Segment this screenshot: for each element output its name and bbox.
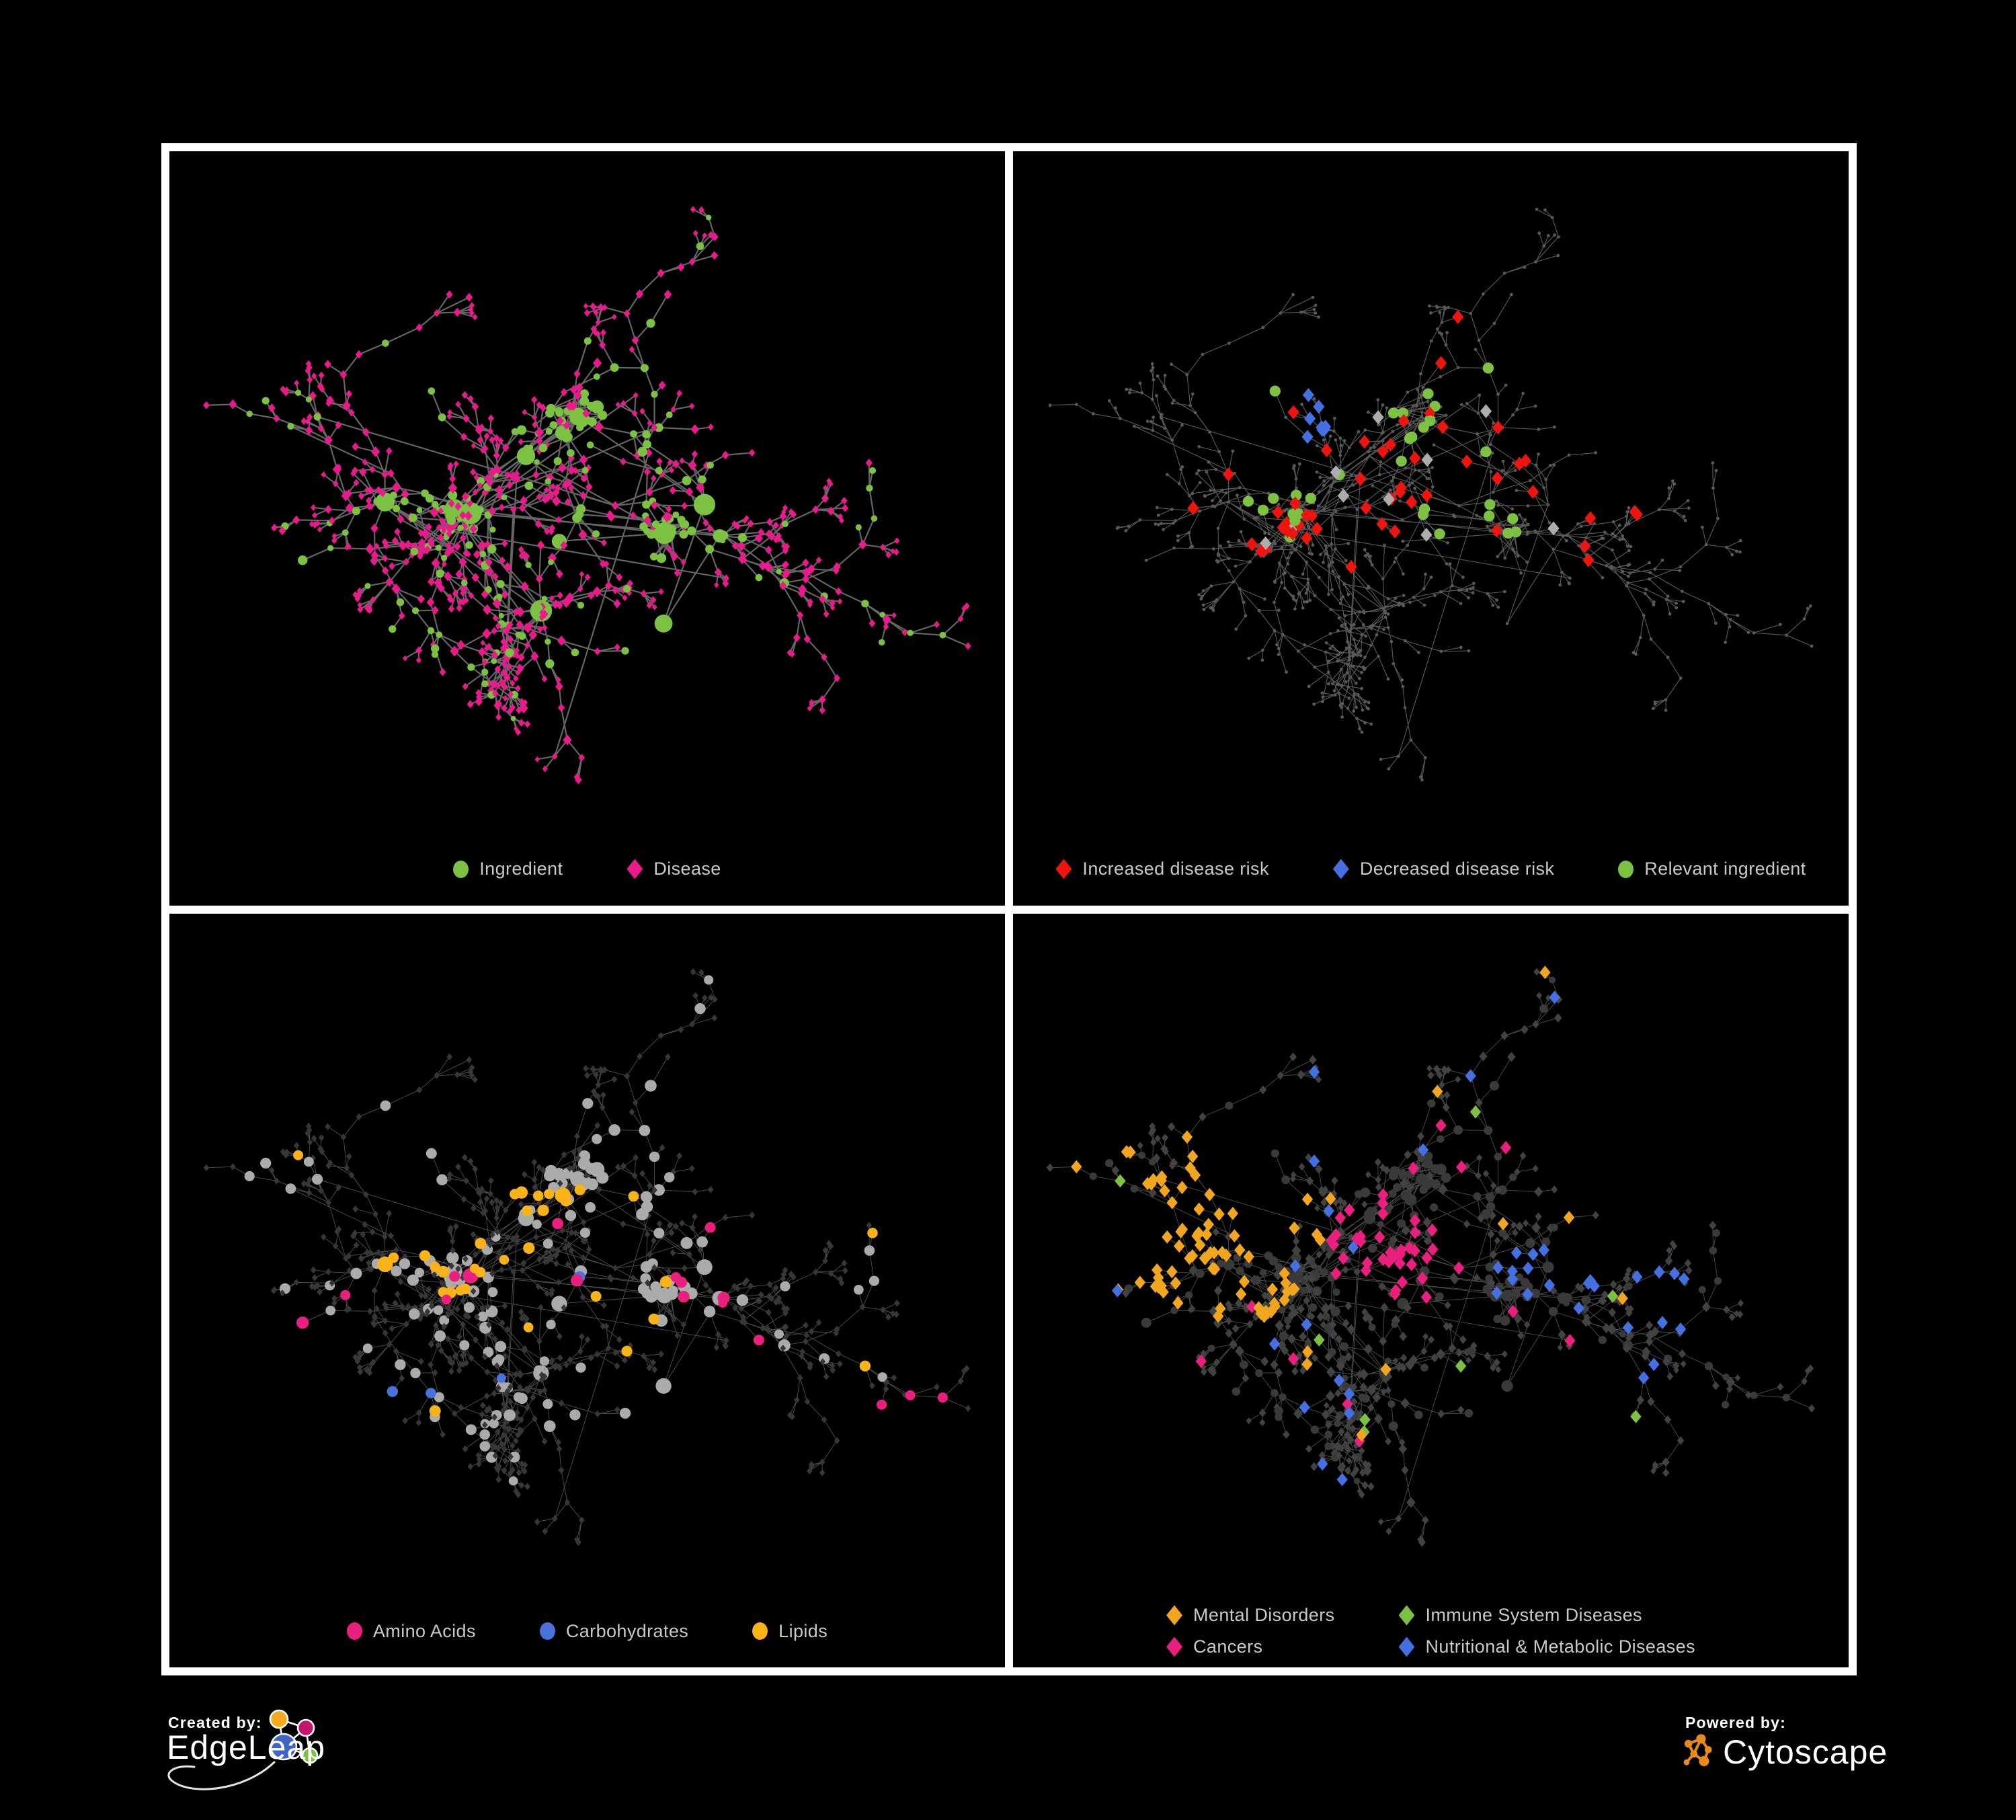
created-by-label: Created by: <box>168 1714 262 1731</box>
diamond-marker-icon <box>1332 859 1349 879</box>
legend-label: Disease <box>653 859 721 879</box>
legend-nutrient-classes: Amino Acids Carbohydrates Lipids <box>169 1600 1005 1667</box>
legend-ingredient-disease: Ingredient Disease <box>169 838 1005 906</box>
legend-item: Relevant ingredient <box>1618 859 1806 879</box>
legend-label: Nutritional & Metabolic Diseases <box>1425 1636 1695 1657</box>
legend-item: Amino Acids <box>346 1620 476 1642</box>
legend-item: Mental Disorders <box>1166 1605 1334 1626</box>
circle-marker-icon <box>346 1622 362 1640</box>
diamond-marker-icon <box>1055 859 1072 879</box>
edgeleap-branding: Created by: EdgeLeap <box>161 1708 477 1813</box>
edgeleap-node-green <box>301 1747 319 1764</box>
panel-nutrient-classes: Amino Acids Carbohydrates Lipids <box>169 913 1005 1667</box>
legend-item: Disease <box>627 859 721 879</box>
legend-label: Increased disease risk <box>1082 859 1269 879</box>
edgeleap-node-blue <box>270 1733 298 1761</box>
circle-marker-icon <box>752 1622 768 1640</box>
legend-disease-classes: Mental Disorders Immune System Diseases Ca… <box>1013 1600 1849 1667</box>
edgeleap-wordmark: EdgeLeap <box>167 1729 326 1766</box>
legend-item: Carbohydrates <box>539 1620 689 1642</box>
circle-marker-icon <box>1618 860 1634 878</box>
legend-disease-risk: Increased disease risk Decreased disease … <box>1013 838 1849 906</box>
network-disease-risk <box>1048 208 1814 782</box>
legend-item: Cancers <box>1166 1636 1334 1657</box>
legend-label: Cancers <box>1193 1636 1263 1657</box>
diamond-marker-icon <box>1166 1605 1183 1626</box>
diamond-marker-icon <box>1166 1636 1183 1657</box>
diamond-marker-icon <box>1398 1605 1415 1626</box>
legend-label: Ingredient <box>479 859 563 879</box>
legend-label: Amino Acids <box>372 1620 476 1641</box>
circle-marker-icon <box>539 1622 555 1640</box>
diamond-marker-icon <box>1398 1636 1415 1657</box>
legend-label: Mental Disorders <box>1193 1605 1335 1625</box>
cytoscape-logo-icon <box>1683 1734 1712 1766</box>
legend-item: Nutritional & Metabolic Diseases <box>1398 1636 1695 1657</box>
panel-disease-risk: Increased disease risk Decreased disease … <box>1013 151 1849 906</box>
legend-item: Immune System Diseases <box>1398 1605 1695 1626</box>
legend-label: Relevant ingredient <box>1644 859 1806 879</box>
panel-disease-classes: Mental Disorders Immune System Diseases Ca… <box>1013 913 1849 1667</box>
circle-marker-icon <box>453 860 469 878</box>
edgeleap-node-magenta <box>296 1718 315 1737</box>
legend-item: Increased disease risk <box>1055 859 1268 879</box>
network-disease-classes <box>1046 965 1816 1547</box>
cytoscape-branding: Powered by: <box>1676 1708 1904 1803</box>
legend-item: Lipids <box>752 1621 828 1642</box>
edgeleap-logo-icon <box>167 1709 319 1790</box>
legend-label: Immune System Diseases <box>1425 1605 1642 1625</box>
panel-ingredient-disease: Ingredient Disease <box>169 151 1005 906</box>
network-ingredient-disease <box>203 206 971 785</box>
legend-label: Lipids <box>778 1620 828 1641</box>
legend-label: Decreased disease risk <box>1359 859 1555 879</box>
panels-grid: Ingredient Disease Increased disease risk… <box>161 143 1857 1675</box>
powered-by-label: Powered by: <box>1685 1714 1786 1731</box>
legend-label: Carbohydrates <box>565 1620 689 1641</box>
cytoscape-wordmark: Cytoscape <box>1723 1733 1888 1771</box>
legend-item: Ingredient <box>453 859 563 879</box>
network-nutrient-classes <box>203 967 971 1546</box>
legend-item: Decreased disease risk <box>1332 859 1555 879</box>
diamond-marker-icon <box>627 859 643 879</box>
edgeleap-node-orange <box>269 1709 289 1729</box>
